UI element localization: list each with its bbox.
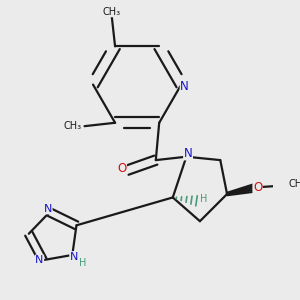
Text: CH₃: CH₃: [63, 121, 81, 131]
Text: CH₃: CH₃: [288, 179, 300, 189]
Text: H: H: [79, 259, 86, 269]
Text: N: N: [44, 204, 52, 214]
Text: O: O: [253, 181, 262, 194]
Text: N: N: [184, 147, 192, 160]
Text: N: N: [35, 255, 44, 265]
Text: N: N: [180, 80, 189, 93]
Text: CH₃: CH₃: [103, 7, 121, 17]
Text: N: N: [70, 252, 78, 262]
Text: H: H: [200, 194, 208, 204]
Text: O: O: [117, 162, 127, 175]
